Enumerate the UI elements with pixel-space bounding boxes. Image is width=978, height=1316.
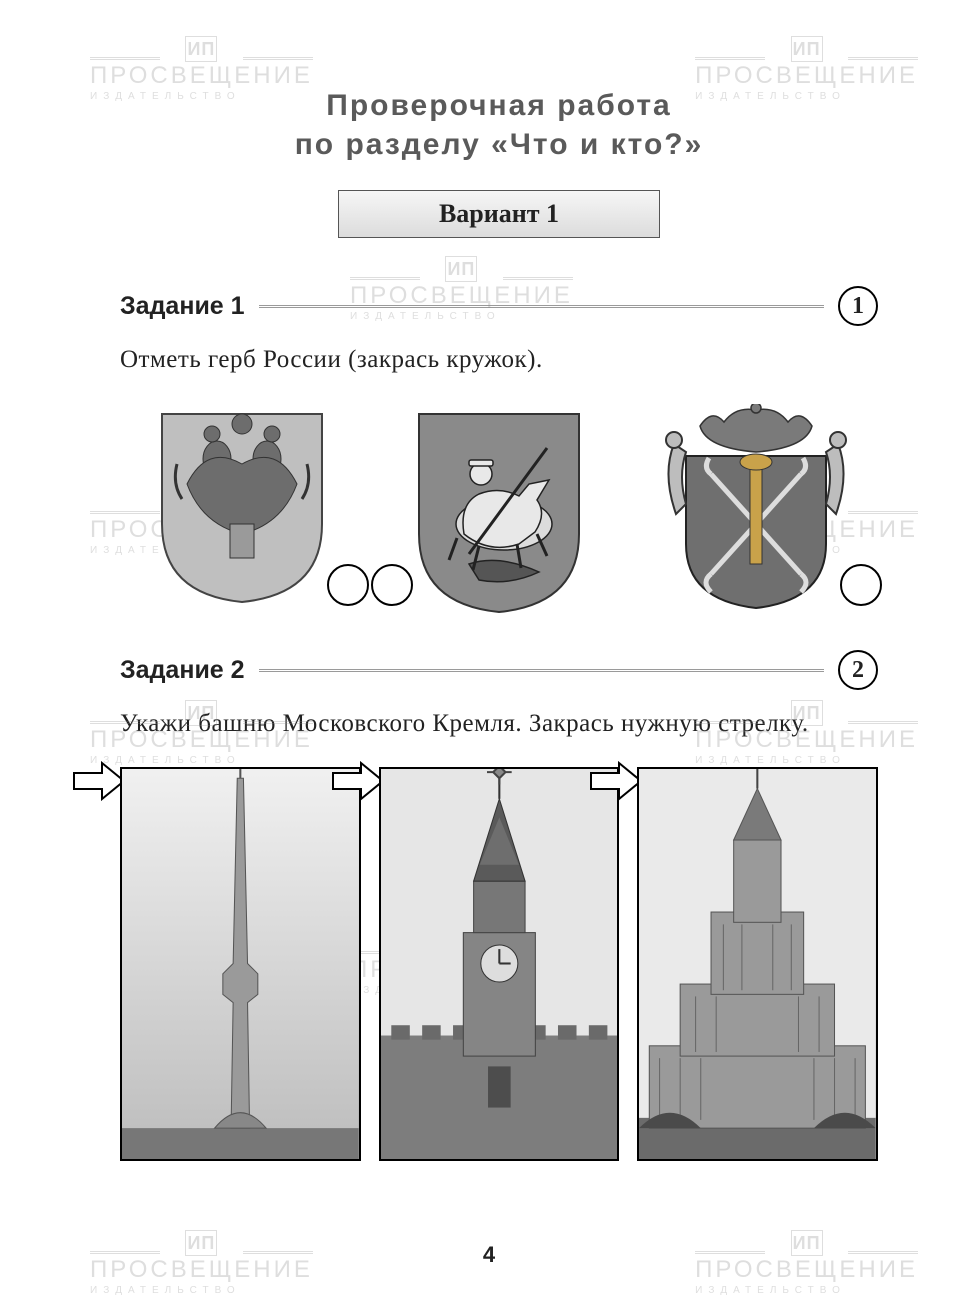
answer-arrow[interactable] <box>72 761 126 801</box>
worksheet-page: ИП ПРОСВЕЩЕНИЕИЗДАТЕЛЬСТВО ИП ПРОСВЕЩЕНИ… <box>0 0 978 1316</box>
divider <box>259 669 824 672</box>
task-2-points-badge: 2 <box>838 650 878 690</box>
tower-kremlin <box>379 767 620 1161</box>
tower-image <box>379 767 620 1161</box>
emblem-moscow <box>377 404 622 614</box>
task-2-options <box>120 767 878 1161</box>
tower-ostankino <box>120 767 361 1161</box>
answer-circle[interactable] <box>371 564 413 606</box>
task-2-header: Задание 2 2 <box>120 650 878 690</box>
coat-of-arms-icon <box>409 404 589 614</box>
tower-image <box>120 767 361 1161</box>
coat-of-arms-icon <box>656 404 856 614</box>
answer-circle[interactable] <box>327 564 369 606</box>
title-line-2: по разделу «Что и кто?» <box>120 125 878 164</box>
emblem-spb <box>633 404 878 614</box>
task-2-label: Задание 2 <box>120 658 245 683</box>
page-number: 4 <box>0 1244 978 1266</box>
answer-arrow[interactable] <box>331 761 385 801</box>
answer-arrow[interactable] <box>589 761 643 801</box>
task-1-label: Задание 1 <box>120 294 245 319</box>
task-1-options <box>120 404 878 614</box>
worksheet-title: Проверочная работа по разделу «Что и кто… <box>120 86 878 164</box>
variant-box: Вариант 1 <box>338 190 660 238</box>
task-2-text: Укажи башню Московского Кремля. Закрась … <box>120 706 878 742</box>
tower-msu <box>637 767 878 1161</box>
tower-image <box>637 767 878 1161</box>
divider <box>259 305 824 308</box>
title-line-1: Проверочная работа <box>120 86 878 125</box>
answer-circle[interactable] <box>840 564 882 606</box>
task-1-points-badge: 1 <box>838 286 878 326</box>
emblem-russia <box>120 404 365 614</box>
coat-of-arms-icon <box>152 404 332 604</box>
task-1-header: Задание 1 1 <box>120 286 878 326</box>
task-1-text: Отметь герб России (закрась кружок). <box>120 342 878 378</box>
